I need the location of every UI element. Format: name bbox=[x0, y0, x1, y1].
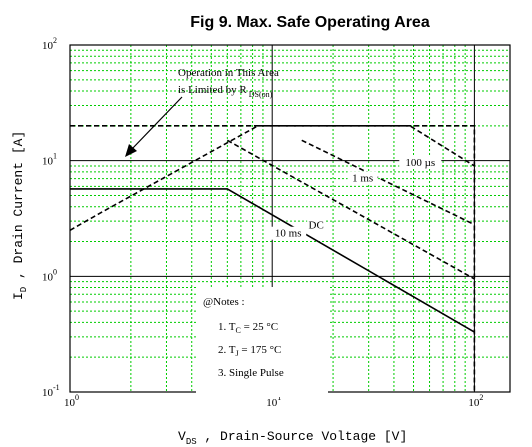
tick-labels: 10 0 10 1 10 210 -110 010 110 2 bbox=[42, 36, 483, 409]
series-layer bbox=[69, 125, 476, 392]
series-limit-envelope bbox=[70, 125, 476, 392]
y-tick-label: 10 bbox=[42, 40, 54, 52]
note-2: 2. TJ = 175 °C bbox=[218, 344, 281, 358]
x-tick-exponent: 0 bbox=[75, 393, 79, 402]
series-label-bg bbox=[347, 171, 378, 185]
x-tick-exponent: 1 bbox=[277, 393, 281, 402]
series-label-bg bbox=[399, 155, 442, 169]
chart-title: Fig 9. Max. Safe Operating Area bbox=[190, 14, 430, 31]
y-tick-label: 10 bbox=[42, 271, 54, 283]
series-label: 10 ms bbox=[275, 228, 302, 240]
minor-grid bbox=[70, 45, 510, 392]
y-tick-exponent: 0 bbox=[53, 267, 57, 276]
series-10-ms bbox=[226, 139, 475, 280]
series-label: 100 µs bbox=[405, 157, 435, 169]
notes-box: @Notes : 1. TC = 25 °C 2. TJ = 175 °C 3.… bbox=[196, 287, 328, 397]
limit-annotation: Operation in This Area is Limited by R DS… bbox=[125, 67, 279, 157]
note-1: 1. TC = 25 °C bbox=[218, 321, 278, 335]
annotation-arrow bbox=[130, 96, 183, 151]
series-label-bg bbox=[307, 218, 326, 232]
series-labels: 100 µs 1 ms 10 ms DC bbox=[270, 155, 442, 240]
x-axis-label: VDS , Drain-Source Voltage [V] bbox=[178, 429, 407, 447]
series-label-bg bbox=[270, 226, 307, 240]
x-tick-exponent: 2 bbox=[479, 393, 483, 402]
y-axis-label: ID , Drain Current [A] bbox=[11, 131, 29, 300]
notes-box-bg bbox=[196, 287, 328, 397]
x-tick-label: 10 bbox=[266, 397, 278, 409]
series-dc bbox=[70, 188, 475, 333]
y-tick-exponent: 2 bbox=[53, 36, 57, 45]
x-tick-label: 10 bbox=[468, 397, 480, 409]
series-1-ms bbox=[301, 139, 475, 226]
annotation-arrowhead bbox=[125, 144, 137, 157]
y-tick-exponent: -1 bbox=[53, 383, 60, 392]
notes-heading: @Notes : bbox=[203, 296, 245, 308]
annotation-line2: is Limited by R DS(on) bbox=[178, 84, 273, 99]
series-label: DC bbox=[309, 219, 324, 231]
series-label: 1 ms bbox=[352, 173, 373, 185]
y-tick-label: 10 bbox=[42, 156, 54, 168]
note-3: 3. Single Pulse bbox=[218, 367, 284, 379]
y-tick-label: 10 bbox=[42, 387, 54, 399]
y-tick-exponent: 1 bbox=[53, 152, 57, 161]
annotation-line1: Operation in This Area bbox=[178, 67, 279, 79]
series-100-s bbox=[69, 125, 475, 231]
x-tick-label: 10 bbox=[64, 397, 76, 409]
